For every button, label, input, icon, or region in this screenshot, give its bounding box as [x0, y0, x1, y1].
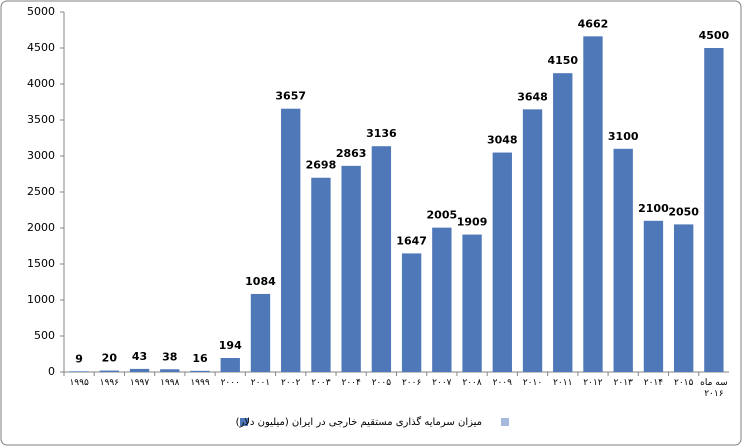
bar — [250, 293, 271, 372]
bar — [432, 227, 452, 372]
value-label: 2863 — [336, 147, 367, 160]
x-tick-label: ۲۰۱۲ — [583, 378, 603, 388]
x-tick-label: ۲۰۰۱ — [250, 378, 271, 388]
bar — [69, 371, 89, 372]
bar — [401, 253, 422, 372]
value-label: 3648 — [517, 90, 548, 103]
x-tick-label: ۱۹۹۵ — [69, 378, 89, 388]
y-tick-label: 3500 — [27, 113, 55, 126]
value-label: 1647 — [396, 234, 427, 247]
value-label: 2100 — [638, 202, 669, 215]
y-tick-label: 0 — [48, 365, 55, 378]
x-tick-label: ۲۰۰۴ — [341, 378, 361, 388]
value-label: 3657 — [275, 90, 306, 103]
value-label: 4500 — [699, 29, 730, 42]
bar — [129, 368, 150, 372]
legend-swatch — [240, 418, 248, 426]
x-tick-label: ۲۰۰۳ — [311, 378, 331, 388]
x-tick-label: ۲۰۱۰ — [522, 378, 543, 388]
y-tick-label: 2500 — [27, 185, 55, 198]
value-label: 3100 — [608, 130, 639, 143]
y-tick-label: 4000 — [27, 77, 55, 90]
x-tick-label: ۱۹۹۸ — [160, 378, 180, 388]
value-label: 3048 — [487, 134, 518, 147]
x-tick-label: سه ماه ۲۰۱۶ — [700, 378, 728, 399]
bar — [643, 220, 664, 372]
value-label: 4150 — [547, 54, 578, 67]
bar — [613, 148, 633, 372]
value-label: 16 — [192, 352, 208, 365]
y-tick-label: 5000 — [27, 5, 55, 18]
value-label: 3136 — [366, 127, 397, 140]
x-tick-label: ۲۰۰۸ — [462, 378, 482, 388]
x-tick-label: ۲۰۰۷ — [432, 378, 452, 388]
value-label: 1909 — [457, 216, 488, 229]
value-label: 1084 — [245, 275, 276, 288]
value-label: 38 — [162, 350, 177, 363]
bar — [462, 234, 482, 372]
x-tick-label: ۲۰۰۹ — [492, 378, 512, 388]
bar — [311, 177, 331, 372]
y-tick-label: 1000 — [27, 293, 55, 306]
x-tick-label: ۲۰۰۶ — [401, 378, 422, 388]
x-tick-label: ۱۹۹۶ — [99, 378, 119, 388]
value-label: 194 — [219, 339, 242, 352]
x-tick-label: ۱۹۹۷ — [129, 378, 150, 388]
bar — [99, 370, 120, 372]
legend-label: میزان سرمایه گذاری مستقیم خارجی در ایران… — [236, 416, 482, 428]
value-label: 43 — [132, 350, 147, 363]
bar — [190, 370, 210, 372]
bar — [220, 358, 240, 372]
bar — [583, 36, 603, 372]
value-label: 4662 — [578, 17, 609, 30]
bar — [160, 369, 180, 372]
x-tick-label: ۲۰۰۵ — [371, 378, 392, 388]
legend-swatch-extra — [501, 418, 509, 426]
value-label: 9 — [75, 352, 83, 365]
x-tick-label: ۱۹۹۹ — [190, 378, 210, 388]
bar — [341, 165, 361, 372]
bar — [522, 109, 543, 373]
x-tick-label: ۲۰۱۵ — [673, 378, 694, 388]
value-label: 2050 — [668, 205, 699, 218]
value-label: 20 — [102, 352, 118, 365]
x-tick-label: ۲۰۱۳ — [613, 378, 633, 388]
x-tick-label: ۲۰۱۱ — [553, 378, 573, 388]
x-tick-label: ۲۰۱۴ — [643, 378, 664, 388]
y-tick-label: 4500 — [27, 41, 55, 54]
bar — [673, 224, 694, 372]
bar — [371, 146, 392, 372]
value-label: 2005 — [427, 209, 458, 222]
y-tick-label: 500 — [34, 329, 55, 342]
y-tick-label: 1500 — [27, 257, 55, 270]
bar — [281, 108, 301, 373]
bar — [704, 48, 724, 372]
bar — [553, 73, 573, 372]
y-tick-label: 2000 — [27, 221, 55, 234]
x-tick-label: ۲۰۰۰ — [220, 378, 240, 388]
x-tick-label: ۲۰۰۲ — [281, 378, 301, 388]
bar — [492, 152, 512, 372]
value-label: 2698 — [306, 159, 337, 172]
y-tick-label: 3000 — [27, 149, 55, 162]
